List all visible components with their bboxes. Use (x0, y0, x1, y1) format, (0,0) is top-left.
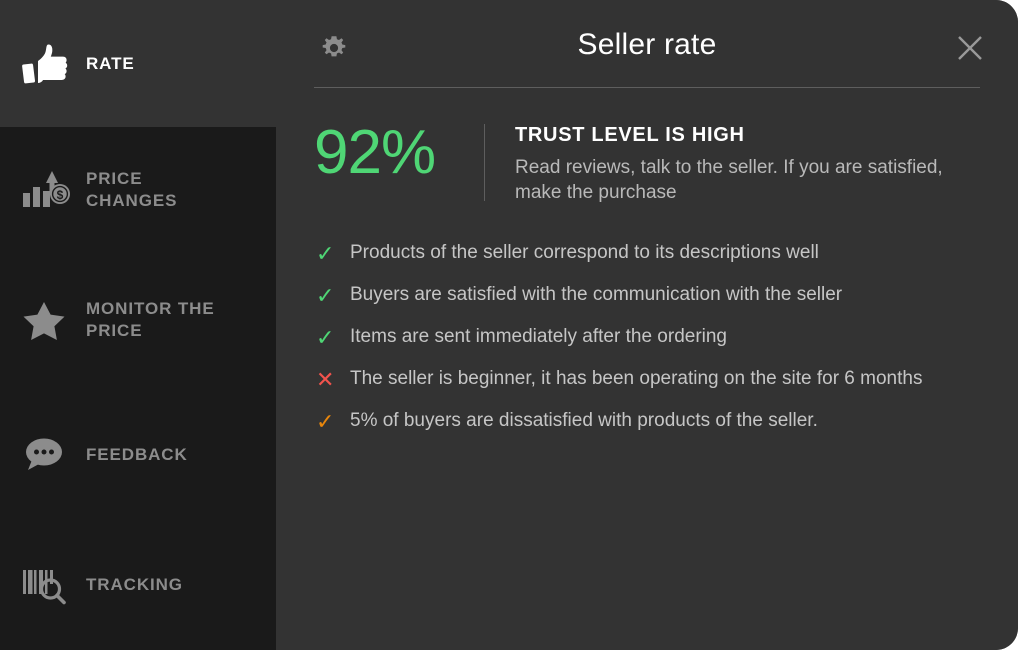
sidebar-item-label: MONITOR THE PRICE (86, 299, 215, 340)
sidebar-item-label: RATE (86, 53, 135, 73)
sidebar: RATE $ PRICE CHANGES (0, 0, 276, 650)
titlebar: Seller rate (276, 0, 1018, 90)
barcode-search-icon (22, 561, 78, 609)
sidebar-item-label: PRICE CHANGES (86, 169, 178, 210)
main-panel: Seller rate 92% TRUST LEVEL IS HIGH Read… (276, 0, 1018, 650)
check-icon: ✓ (316, 241, 335, 266)
check-icon: ✓ (316, 283, 335, 308)
sidebar-item-monitor-the-price[interactable]: MONITOR THE PRICE (0, 285, 276, 355)
list-item-text: Items are sent immediately after the ord… (350, 326, 728, 347)
sidebar-item-label: TRACKING (86, 575, 183, 594)
list-item: ✓ Products of the seller correspond to i… (314, 240, 994, 268)
checklist: ✓ Products of the seller correspond to i… (314, 240, 994, 450)
sidebar-item-tracking[interactable]: TRACKING (0, 555, 276, 615)
title-divider (314, 87, 980, 88)
list-item: ✓ Buyers are satisfied with the communic… (314, 282, 994, 310)
sidebar-item-feedback[interactable]: FEEDBACK (0, 425, 276, 485)
chat-bubble-icon (22, 431, 78, 479)
list-item: ✓ 5% of buyers are dissatisfied with pro… (314, 408, 994, 436)
close-button[interactable] (950, 30, 990, 70)
price-chart-icon: $ (22, 166, 78, 214)
sidebar-item-rate[interactable]: RATE (0, 0, 276, 127)
summary-divider (484, 124, 485, 201)
trust-score: 92% (314, 118, 436, 187)
gear-icon (319, 33, 349, 68)
trust-level-heading: TRUST LEVEL IS HIGH (515, 124, 745, 146)
sidebar-item-price-changes[interactable]: $ PRICE CHANGES (0, 155, 276, 225)
list-item-text: 5% of buyers are dissatisfied with produ… (350, 410, 818, 431)
trust-summary-text: TRUST LEVEL IS HIGH Read reviews, talk t… (485, 118, 960, 205)
list-item-text: Products of the seller correspond to its… (350, 242, 819, 263)
list-item: ✕ The seller is beginner, it has been op… (314, 366, 994, 394)
sidebar-item-label: FEEDBACK (86, 445, 188, 464)
close-icon (955, 33, 985, 68)
svg-text:$: $ (57, 188, 64, 202)
trust-summary: 92% TRUST LEVEL IS HIGH Read reviews, ta… (314, 118, 984, 205)
list-item-text: Buyers are satisfied with the communicat… (350, 284, 843, 305)
list-item-text: The seller is beginner, it has been oper… (350, 368, 923, 389)
cross-icon: ✕ (316, 367, 335, 392)
list-item: ✓ Items are sent immediately after the o… (314, 324, 994, 352)
check-icon: ✓ (316, 409, 335, 434)
thumbs-up-icon (22, 40, 78, 88)
check-icon: ✓ (316, 325, 335, 350)
settings-button[interactable] (316, 32, 352, 68)
page-title: Seller rate (577, 28, 717, 61)
trust-level-description: Read reviews, talk to the seller. If you… (515, 157, 943, 203)
star-icon (22, 296, 78, 344)
